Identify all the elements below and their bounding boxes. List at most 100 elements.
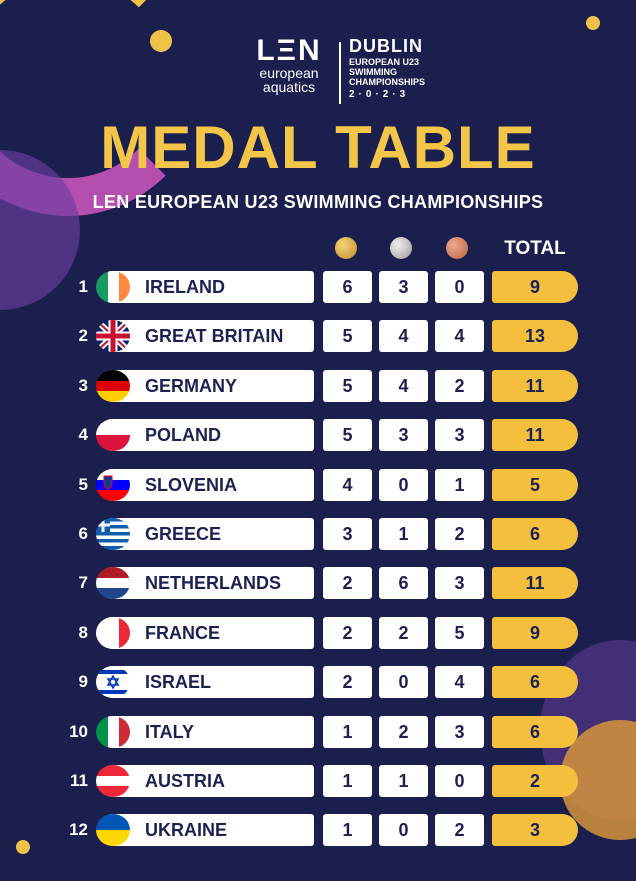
rank-cell: 7: [78, 573, 88, 592]
rank-cell: 6: [78, 524, 88, 543]
country-name: UKRAINE: [145, 820, 228, 840]
gold-medal-icon: [335, 237, 357, 259]
rank-cell: 3: [78, 376, 88, 395]
country-name: NETHERLANDS: [145, 573, 282, 593]
bronze-medal-icon: [446, 237, 468, 259]
slovenia-flag-icon: [96, 469, 130, 501]
dublin-year: 2·0·2·3: [349, 89, 410, 100]
rank-cell: 9: [78, 672, 88, 691]
country-cell: ISRAEL: [96, 666, 314, 698]
country-cell: POLAND: [96, 419, 314, 451]
table-row: 10 ITALY 1 2 3 6: [0, 715, 636, 749]
table-row: 6 GREECE 3 1 2 6: [0, 517, 636, 551]
page-subtitle: LEN EUROPEAN U23 SWIMMING CHAMPIONSHIPS: [92, 192, 544, 212]
france-flag-icon: [96, 617, 130, 649]
country-cell: GERMANY: [96, 370, 314, 402]
gold-count-cell: 5: [323, 320, 372, 352]
bronze-count-cell: 2: [435, 814, 484, 846]
logo-divider: [339, 42, 341, 104]
country-name: GREAT BRITAIN: [145, 326, 284, 346]
len-wordmark: LΞN: [256, 34, 322, 67]
ireland-flag-icon: [96, 271, 130, 303]
country-cell: GREECE: [96, 518, 314, 550]
greece-flag-icon: [96, 518, 130, 550]
bronze-count-cell: 0: [435, 765, 484, 797]
bronze-count-cell: 4: [435, 320, 484, 352]
country-cell: GREAT BRITAIN: [96, 320, 314, 352]
total-count-cell: 11: [492, 567, 578, 599]
gold-count-cell: 5: [323, 370, 372, 402]
silver-count-cell: 3: [379, 419, 428, 451]
country-name: GREECE: [145, 524, 222, 544]
rank-cell: 5: [78, 475, 88, 494]
silver-medal-icon: [390, 237, 412, 259]
country-name: GERMANY: [145, 376, 238, 396]
table-row: 4 POLAND 5 3 3 11: [0, 418, 636, 452]
rank-cell: 2: [78, 326, 88, 345]
country-name: SLOVENIA: [145, 475, 238, 495]
total-count-cell: 13: [492, 320, 578, 352]
silver-count-cell: 0: [379, 814, 428, 846]
bronze-count-cell: 3: [435, 419, 484, 451]
decorative-dot: [150, 30, 172, 52]
bronze-count-cell: 5: [435, 617, 484, 649]
dublin-subtext: EUROPEAN U23: [349, 57, 420, 67]
silver-count-cell: 1: [379, 765, 428, 797]
netherlands-flag-icon: [96, 567, 130, 599]
total-count-cell: 6: [492, 716, 578, 748]
len-european-aquatics-logo: LΞN european aquatics: [244, 34, 334, 95]
rank-cell: 4: [78, 425, 88, 444]
bronze-count-cell: 3: [435, 567, 484, 599]
silver-count-cell: 3: [379, 271, 428, 303]
israel-flag-icon: [96, 666, 130, 698]
total-column-header: TOTAL: [504, 238, 566, 259]
italy-flag-icon: [96, 716, 130, 748]
decorative-dot: [16, 840, 30, 854]
gold-count-cell: 2: [323, 617, 372, 649]
country-cell: NETHERLANDS: [96, 567, 314, 599]
total-count-cell: 11: [492, 419, 578, 451]
rank-cell: 10: [69, 722, 88, 741]
austria-flag-icon: [96, 765, 130, 797]
country-name: POLAND: [145, 425, 221, 445]
total-count-cell: 9: [492, 617, 578, 649]
table-row: 8 FRANCE 2 2 5 9: [0, 616, 636, 650]
country-cell: FRANCE: [96, 617, 314, 649]
great-britain-flag-icon: [96, 320, 130, 352]
total-count-cell: 2: [492, 765, 578, 797]
table-row: 5 SLOVENIA 4 0 1 5: [0, 468, 636, 502]
bronze-count-cell: 4: [435, 666, 484, 698]
total-count-cell: 3: [492, 814, 578, 846]
table-row: 9 ISRAEL 2 0 4 6: [0, 665, 636, 699]
gold-count-cell: 2: [323, 567, 372, 599]
table-row: 3 GERMANY 5 4 2 11: [0, 369, 636, 403]
dublin-wordmark: DUBLIN: [349, 36, 423, 56]
silver-count-cell: 1: [379, 518, 428, 550]
country-cell: AUSTRIA: [96, 765, 314, 797]
gold-count-cell: 6: [323, 271, 372, 303]
silver-count-cell: 0: [379, 469, 428, 501]
total-count-cell: 9: [492, 271, 578, 303]
bronze-count-cell: 0: [435, 271, 484, 303]
bronze-count-cell: 2: [435, 518, 484, 550]
country-name: ITALY: [145, 722, 195, 742]
table-row: 1 IRELAND 6 3 0 9: [0, 270, 636, 304]
silver-count-cell: 2: [379, 716, 428, 748]
gold-count-cell: 2: [323, 666, 372, 698]
ukraine-flag-icon: [96, 814, 130, 846]
gold-count-cell: 4: [323, 469, 372, 501]
total-count-cell: 11: [492, 370, 578, 402]
table-row: 11 AUSTRIA 1 1 0 2: [0, 764, 636, 798]
country-name: AUSTRIA: [145, 771, 225, 791]
rank-cell: 11: [70, 771, 88, 790]
decorative-dot: [586, 16, 600, 30]
gold-count-cell: 5: [323, 419, 372, 451]
gold-count-cell: 1: [323, 716, 372, 748]
rank-cell: 8: [78, 623, 88, 642]
country-name: IRELAND: [145, 277, 225, 297]
len-subtext: aquatics: [262, 79, 316, 95]
silver-count-cell: 6: [379, 567, 428, 599]
page-title: MEDAL TABLE: [100, 114, 536, 181]
country-cell: ITALY: [96, 716, 314, 748]
bronze-count-cell: 3: [435, 716, 484, 748]
